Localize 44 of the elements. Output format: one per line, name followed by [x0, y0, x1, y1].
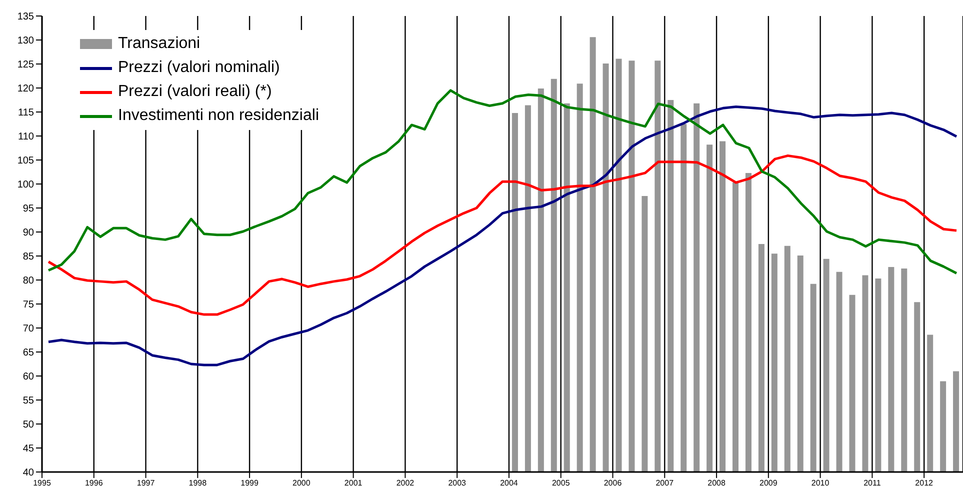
y-tick-label: 50 [22, 420, 34, 431]
y-tick-label: 40 [22, 468, 34, 479]
x-tick-label: 2008 [708, 478, 726, 486]
y-tick-label: 115 [18, 108, 34, 119]
line-series [47, 105, 958, 366]
x-tick-label: 1996 [84, 478, 104, 486]
x-tick-label: 2010 [811, 478, 830, 486]
x-tick-label: 2007 [656, 478, 674, 486]
y-tick-label: 65 [22, 348, 34, 359]
x-tick-label: 2002 [396, 478, 415, 486]
y-tick-label: 55 [22, 396, 34, 407]
x-tick-label: 2004 [500, 478, 518, 486]
y-tick-label: 90 [22, 228, 34, 239]
x-tick-label: 2001 [344, 478, 363, 486]
y-tick-label: 100 [17, 180, 34, 191]
y-tick-label: 110 [18, 132, 34, 143]
line-series [47, 154, 958, 316]
x-tick-label: 1995 [33, 478, 52, 486]
x-tick-label: 2009 [760, 478, 778, 486]
x-tick-label: 2003 [448, 478, 467, 486]
x-tick-label: 1998 [188, 478, 208, 486]
y-tick-label: 95 [22, 204, 34, 215]
x-tick-label: 1999 [240, 478, 259, 486]
y-tick-label: 80 [22, 276, 34, 287]
y-tick-label: 130 [17, 36, 34, 47]
x-tick-label: 2006 [604, 478, 622, 486]
legend-label: Investimenti non residenziali [118, 106, 319, 126]
y-tick-label: 45 [22, 444, 34, 455]
x-tick-label: 2012 [915, 478, 934, 486]
y-tick-label: 60 [22, 372, 34, 383]
legend-label: Prezzi (valori nominali) [118, 58, 280, 78]
x-tick-label: 1997 [136, 478, 156, 486]
y-tick-label: 105 [17, 156, 34, 167]
y-tick-label: 125 [17, 60, 34, 71]
y-tick-label: 70 [22, 324, 34, 335]
x-tick-label: 2005 [552, 478, 570, 486]
legend-label: Prezzi (valori reali) (*) [118, 82, 272, 102]
legend-label: Transazioni [118, 34, 200, 54]
y-tick-label: 85 [22, 252, 34, 263]
x-tick-label: 2000 [292, 478, 311, 486]
y-tick-label: 135 [17, 12, 34, 23]
y-tick-label: 120 [17, 84, 34, 95]
y-tick-label: 75 [22, 300, 34, 311]
x-tick-label: 2011 [864, 478, 882, 486]
